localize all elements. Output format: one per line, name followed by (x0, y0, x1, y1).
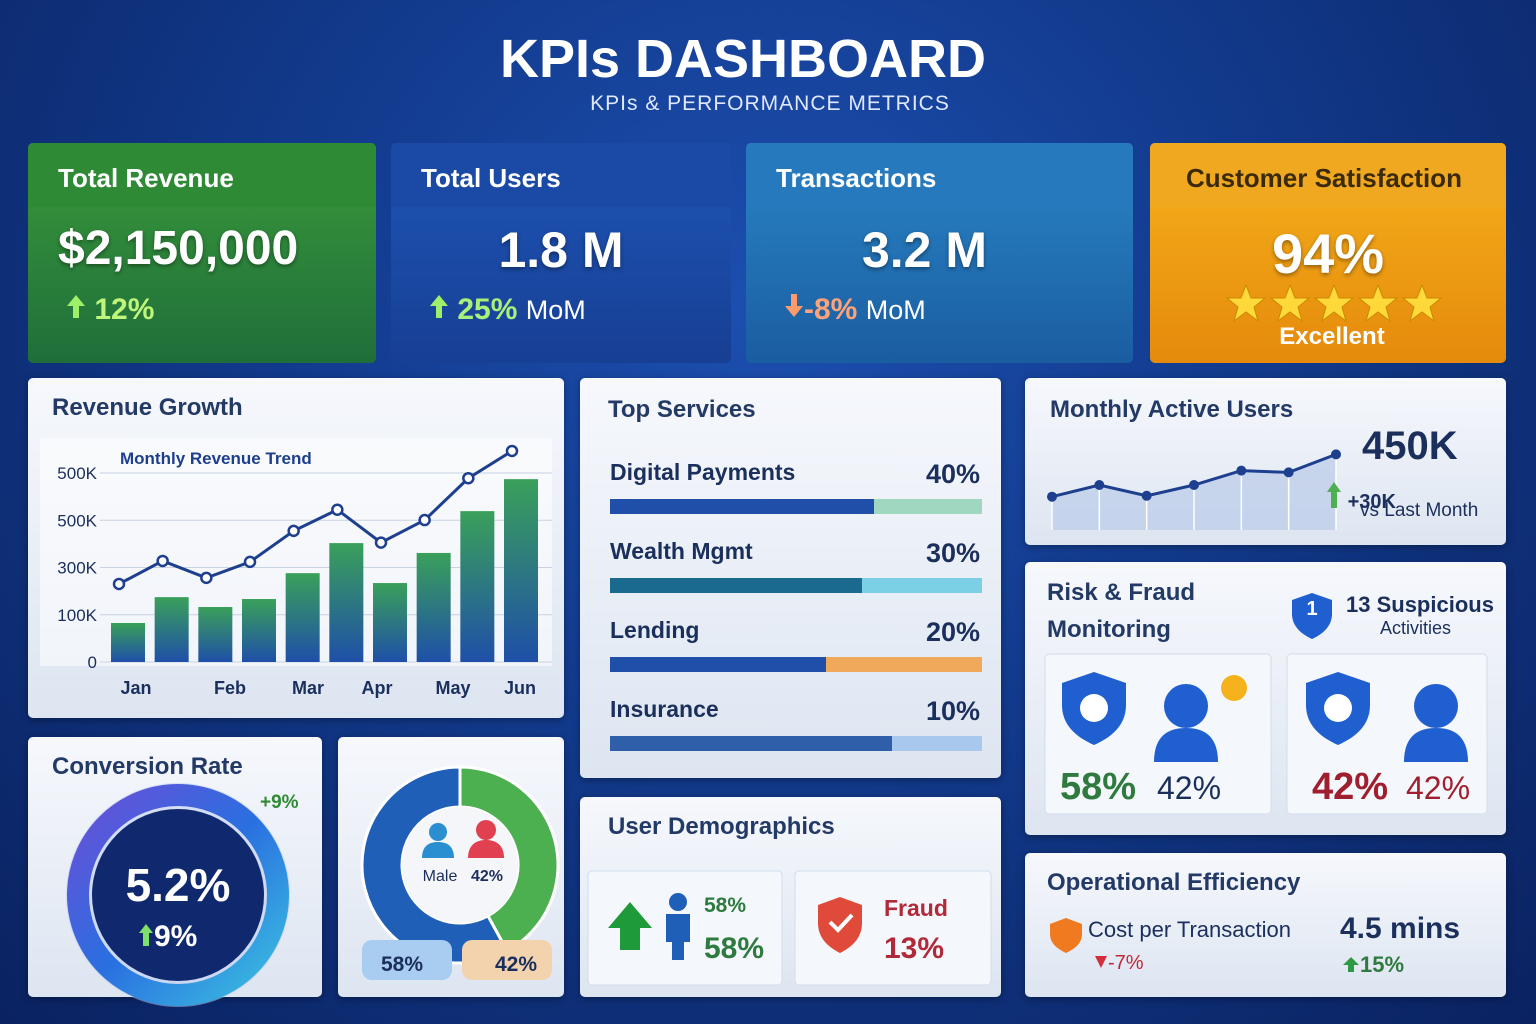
fraud-value: 13% (884, 932, 945, 965)
risk-card-b: 42% (1406, 770, 1471, 806)
mau-note: vs Last Month (1360, 500, 1479, 521)
kpi-change: -8% (804, 293, 858, 326)
card-title: Revenue Growth (52, 394, 243, 421)
chart-subtitle: Monthly Revenue Trend (120, 449, 312, 468)
fraud-label: Fraud (884, 895, 948, 921)
rating-stars (1226, 283, 1443, 323)
card-title: Monthly Active Users (1050, 396, 1294, 423)
risk-card-a: 58% (1060, 766, 1137, 808)
service-value: 20% (925, 617, 980, 647)
card-title: Top Services (608, 396, 756, 423)
up-arrow (67, 295, 85, 318)
kpi-value: $2,150,000 (58, 222, 299, 275)
kpi-change: 12% (94, 293, 155, 326)
kpi-label: Total Revenue (28, 143, 376, 207)
card-title: Risk & Fraud Monitoring (1047, 579, 1196, 643)
service-value: 10% (925, 696, 980, 726)
risk-activities: Activities (1380, 618, 1452, 638)
ops-metric: Cost per Transaction (1088, 917, 1291, 942)
down-arrow (785, 294, 803, 317)
service-value: 30% (925, 538, 980, 568)
up-arrow (1327, 482, 1341, 508)
revenue-card (28, 378, 564, 718)
down-arrow (1095, 956, 1107, 968)
kpi-label: Total Users (391, 143, 731, 207)
subtitle: KPIs & PERFORMANCE METRICS (590, 92, 950, 115)
operations-card (1025, 853, 1506, 997)
conversion-change: +9% (260, 792, 299, 813)
ops-change: -7% (1108, 952, 1144, 974)
kpi-period: MoM (865, 295, 926, 325)
kpi-value: 1.8 M (498, 222, 624, 278)
service-name: Lending (610, 617, 700, 643)
risk-suspicious: 13 Suspicious (1346, 592, 1494, 617)
kpi-label: Customer Satisfaction (1150, 143, 1506, 207)
demo-growth-small: 58% (704, 894, 747, 917)
kpi-period: MoM (525, 295, 586, 325)
donut-card (338, 737, 564, 997)
service-name: Digital Payments (610, 459, 796, 485)
demo-growth: 58% (704, 932, 765, 965)
kpi-rating: Excellent (1279, 323, 1385, 350)
ops-time: 4.5 mins (1340, 912, 1461, 945)
mau-change: +30K (1347, 491, 1396, 513)
risk-card-b: 42% (1157, 770, 1222, 806)
kpi-card: Transactions 3.2 M -8% MoM (746, 143, 1133, 363)
kpi-card: Customer Satisfaction 94% Excellent (1150, 143, 1506, 363)
card-title: User Demographics (608, 813, 835, 840)
ops-time-change: 15% (1360, 952, 1405, 977)
kpi-change: 25% (457, 293, 518, 326)
risk-badge: 1 (1306, 598, 1318, 620)
up-arrow (430, 295, 448, 318)
conversion-sub-change: 9% (154, 920, 198, 953)
conversion-value: 5.2% (125, 859, 231, 911)
title: KPIs DASHBOARD (499, 29, 987, 89)
risk-card-a: 42% (1312, 766, 1389, 808)
kpi-value: 94% (1271, 222, 1385, 285)
kpi-label: Transactions (746, 143, 1133, 207)
kpi-card: Total Revenue $2,150,000 12% (28, 143, 376, 363)
kpi-value: 3.2 M (861, 222, 988, 278)
service-name: Insurance (610, 696, 719, 722)
card-title: Operational Efficiency (1047, 869, 1301, 896)
card-title: Conversion Rate (52, 753, 243, 780)
service-name: Wealth Mgmt (610, 538, 753, 564)
kpi-card: Total Users 1.8 M 25% MoM (391, 143, 731, 363)
mau-value: 450K (1362, 424, 1458, 468)
service-value: 40% (925, 459, 980, 489)
up-arrow (139, 924, 153, 946)
up-arrow (1343, 957, 1359, 972)
